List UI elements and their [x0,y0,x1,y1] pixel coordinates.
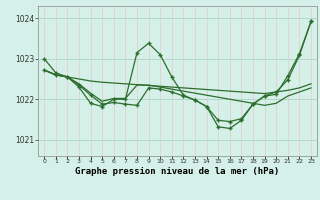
X-axis label: Graphe pression niveau de la mer (hPa): Graphe pression niveau de la mer (hPa) [76,167,280,176]
